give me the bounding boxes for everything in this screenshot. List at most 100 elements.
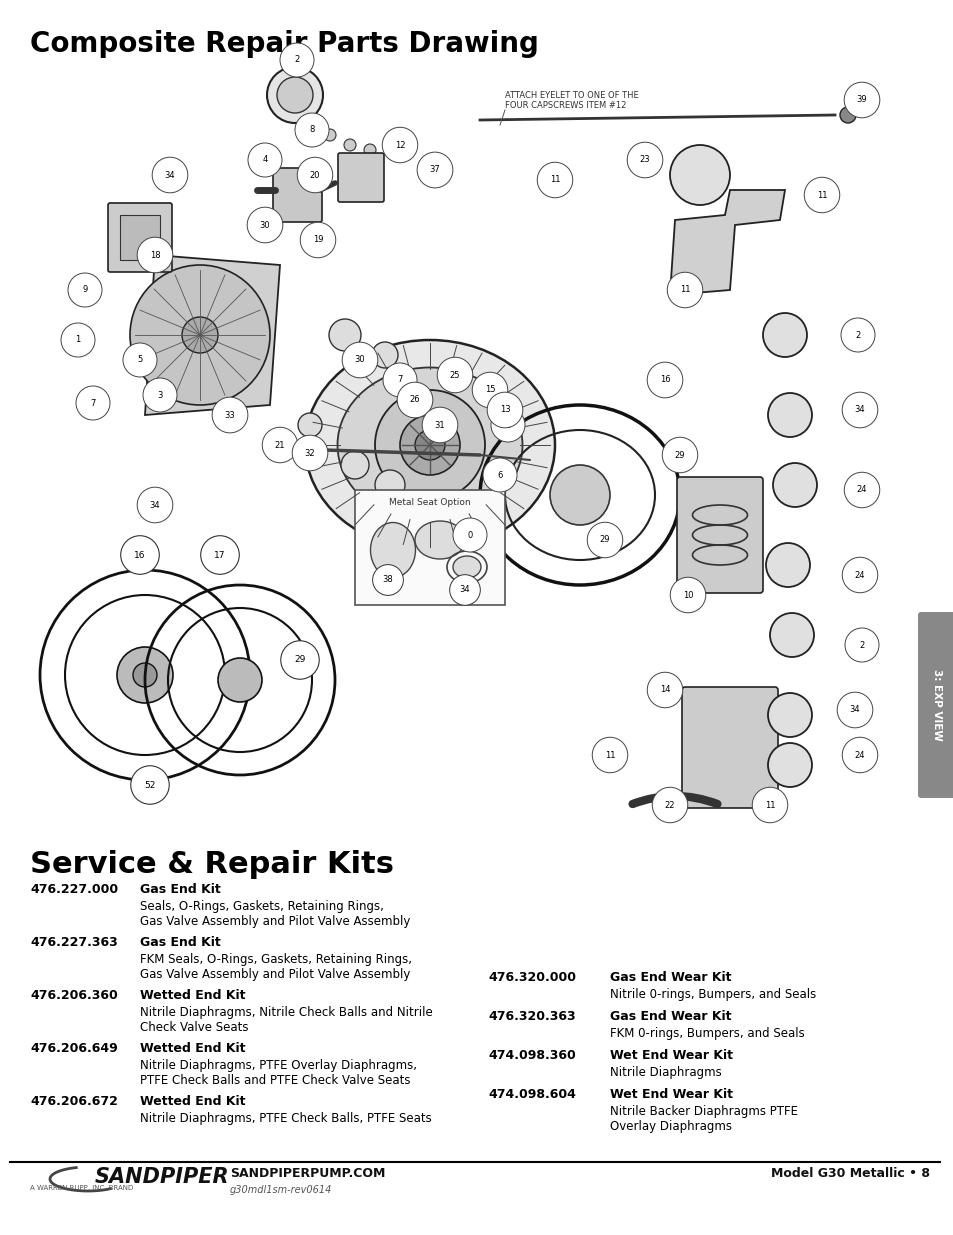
Text: Composite Repair Parts Drawing: Composite Repair Parts Drawing xyxy=(30,30,538,58)
Text: 11: 11 xyxy=(764,800,775,809)
Text: 11: 11 xyxy=(549,175,559,184)
Text: 17: 17 xyxy=(214,551,226,559)
Text: 30: 30 xyxy=(355,356,365,364)
Text: 6: 6 xyxy=(497,471,502,479)
Text: 2: 2 xyxy=(855,331,860,340)
Text: 476.227.363: 476.227.363 xyxy=(30,936,117,948)
Text: Nitrile Diaphragms, PTFE Check Balls, PTFE Seats: Nitrile Diaphragms, PTFE Check Balls, PT… xyxy=(140,1112,432,1125)
Text: 11: 11 xyxy=(816,190,826,200)
Text: Wetted End Kit: Wetted End Kit xyxy=(140,1042,245,1055)
Text: 0: 0 xyxy=(467,531,472,540)
Circle shape xyxy=(669,144,729,205)
Text: SANDPIPER: SANDPIPER xyxy=(95,1167,230,1187)
Text: Nitrile 0-rings, Bumpers, and Seals: Nitrile 0-rings, Bumpers, and Seals xyxy=(609,988,816,1002)
Bar xyxy=(355,490,504,605)
Circle shape xyxy=(267,67,323,124)
Circle shape xyxy=(765,543,809,587)
Polygon shape xyxy=(145,254,280,415)
Circle shape xyxy=(375,390,484,500)
Circle shape xyxy=(769,613,813,657)
Circle shape xyxy=(399,415,459,475)
Text: Wet End Wear Kit: Wet End Wear Kit xyxy=(609,1088,732,1100)
Text: 2: 2 xyxy=(294,56,299,64)
FancyBboxPatch shape xyxy=(917,613,953,798)
Circle shape xyxy=(218,658,262,701)
Text: 38: 38 xyxy=(382,576,393,584)
Text: Service & Repair Kits: Service & Repair Kits xyxy=(30,850,394,879)
Text: 474.098.604: 474.098.604 xyxy=(488,1088,576,1100)
Text: A WARREN RUPP, INC. BRAND: A WARREN RUPP, INC. BRAND xyxy=(30,1186,133,1191)
FancyBboxPatch shape xyxy=(273,168,322,222)
Circle shape xyxy=(415,430,444,459)
FancyBboxPatch shape xyxy=(108,203,172,272)
Circle shape xyxy=(297,412,322,437)
Circle shape xyxy=(384,140,395,151)
Text: PTFE Check Balls and PTFE Check Valve Seats: PTFE Check Balls and PTFE Check Valve Se… xyxy=(140,1074,410,1087)
Text: 8: 8 xyxy=(309,126,314,135)
Text: 34: 34 xyxy=(165,170,175,179)
Text: 22: 22 xyxy=(664,800,675,809)
Text: Gas End Kit: Gas End Kit xyxy=(140,936,220,948)
Circle shape xyxy=(329,319,360,351)
Text: 7: 7 xyxy=(91,399,95,408)
Text: 2: 2 xyxy=(859,641,863,650)
Text: 474.098.360: 474.098.360 xyxy=(488,1049,576,1062)
Text: Seals, O-Rings, Gaskets, Retaining Rings,: Seals, O-Rings, Gaskets, Retaining Rings… xyxy=(140,900,383,913)
Text: Gas End Wear Kit: Gas End Wear Kit xyxy=(609,1010,731,1023)
Text: 24: 24 xyxy=(856,485,866,494)
Text: 8: 8 xyxy=(505,420,510,430)
Text: 33: 33 xyxy=(224,410,235,420)
FancyBboxPatch shape xyxy=(677,477,762,593)
Text: Gas Valve Assembly and Pilot Valve Assembly: Gas Valve Assembly and Pilot Valve Assem… xyxy=(140,915,410,927)
Text: Nitrile Diaphragms: Nitrile Diaphragms xyxy=(609,1066,721,1079)
Bar xyxy=(120,215,160,261)
Circle shape xyxy=(375,471,405,500)
Text: 23: 23 xyxy=(639,156,650,164)
Text: 4: 4 xyxy=(262,156,268,164)
Text: Gas Valve Assembly and Pilot Valve Assembly: Gas Valve Assembly and Pilot Valve Assem… xyxy=(140,968,410,981)
Circle shape xyxy=(762,312,806,357)
Text: 25: 25 xyxy=(449,370,459,379)
Text: 12: 12 xyxy=(395,141,405,149)
Text: 9: 9 xyxy=(82,285,88,294)
Text: 3: EXP VIEW: 3: EXP VIEW xyxy=(931,669,942,741)
Text: 32: 32 xyxy=(304,448,315,457)
Text: 11: 11 xyxy=(604,751,615,760)
Ellipse shape xyxy=(305,340,555,550)
Text: 16: 16 xyxy=(134,551,146,559)
Text: ATTACH EYELET TO ONE OF THE
FOUR CAPSCREWS ITEM #12: ATTACH EYELET TO ONE OF THE FOUR CAPSCRE… xyxy=(504,90,639,110)
Text: 476.206.360: 476.206.360 xyxy=(30,989,117,1002)
Text: 34: 34 xyxy=(150,500,160,510)
Circle shape xyxy=(344,140,355,151)
Polygon shape xyxy=(669,190,784,295)
Text: 39: 39 xyxy=(856,95,866,105)
Text: 21: 21 xyxy=(274,441,285,450)
Text: 34: 34 xyxy=(459,585,470,594)
Text: Gas End Wear Kit: Gas End Wear Kit xyxy=(609,971,731,984)
Circle shape xyxy=(132,663,157,687)
Text: 1: 1 xyxy=(75,336,81,345)
Text: 30: 30 xyxy=(259,221,270,230)
Text: 29: 29 xyxy=(599,536,610,545)
Text: 10: 10 xyxy=(682,590,693,599)
Text: 18: 18 xyxy=(150,251,160,259)
Text: 7: 7 xyxy=(396,375,402,384)
Text: 26: 26 xyxy=(409,395,420,405)
Text: 34: 34 xyxy=(854,405,864,415)
Ellipse shape xyxy=(415,521,464,559)
Text: Wetted End Kit: Wetted End Kit xyxy=(140,989,245,1002)
Text: Metal Seat Option: Metal Seat Option xyxy=(389,498,471,508)
Circle shape xyxy=(130,266,270,405)
Text: 3: 3 xyxy=(157,390,163,399)
Circle shape xyxy=(276,77,313,112)
Text: Nitrile Diaphragms, PTFE Overlay Diaphragms,: Nitrile Diaphragms, PTFE Overlay Diaphra… xyxy=(140,1058,416,1072)
Text: 31: 31 xyxy=(435,420,445,430)
Text: FKM Seals, O-Rings, Gaskets, Retaining Rings,: FKM Seals, O-Rings, Gaskets, Retaining R… xyxy=(140,953,412,966)
Circle shape xyxy=(364,144,375,156)
Text: 19: 19 xyxy=(313,236,323,245)
Text: Nitrile Backer Diaphragms PTFE: Nitrile Backer Diaphragms PTFE xyxy=(609,1105,797,1118)
Text: 29: 29 xyxy=(294,656,305,664)
Text: Wetted End Kit: Wetted End Kit xyxy=(140,1095,245,1108)
Text: 34: 34 xyxy=(849,705,860,715)
FancyBboxPatch shape xyxy=(337,153,384,203)
